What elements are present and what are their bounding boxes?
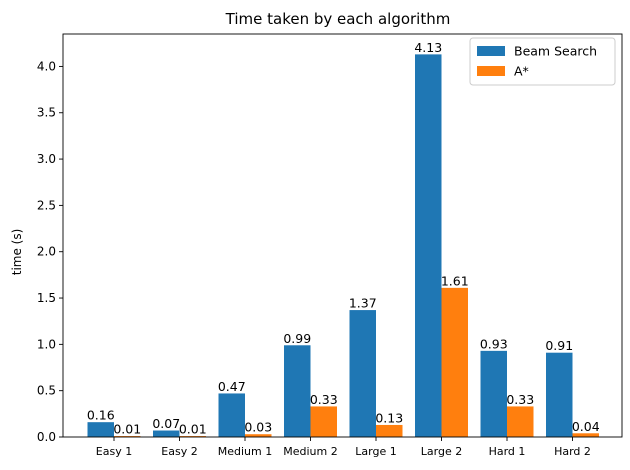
data-label: 0.33 [506,392,534,407]
bar-a--large-1 [376,424,403,437]
data-label: 0.93 [480,336,508,351]
legend-swatch [477,66,505,76]
data-label: 0.47 [218,379,246,394]
y-tick-label: 2.0 [37,245,56,259]
x-tick-label: Hard 2 [554,445,591,458]
bar-beam-search-easy-2 [153,430,180,437]
x-tick-label: Easy 2 [161,445,197,458]
bar-beam-search-large-2 [415,54,442,437]
y-tick-label: 0.0 [37,430,56,444]
bar-beam-search-hard-2 [546,352,573,437]
bar-a--hard-2 [572,433,599,437]
data-label: 0.33 [310,392,338,407]
bar-beam-search-hard-1 [480,350,507,437]
data-label: 0.91 [545,338,573,353]
plot-frame [62,33,623,438]
data-label: 1.61 [441,273,469,288]
legend-swatch [477,46,505,56]
bar-a--easy-2 [179,436,206,437]
bars-group: 0.16 0.07 0.47 0.99 1.37 4.13 0.93 0.91 0.01 0.01… [87,40,600,437]
x-tick-label: Hard 1 [489,445,526,458]
y-tick-label: 4.0 [37,59,56,73]
bar-a--easy-1 [114,436,141,437]
bar-a--hard-1 [507,406,534,437]
data-label: 0.13 [375,410,403,425]
legend: Beam Search A* [469,37,616,86]
data-label: 0.04 [572,419,600,434]
data-label: 4.13 [414,40,442,55]
legend-frame [469,37,616,86]
bar-a--large-2 [441,287,468,437]
y-tick-label: 3.0 [37,152,56,166]
y-tick-label: 1.0 [37,337,56,351]
y-axis-title: time (s) [10,229,24,276]
y-tick-label: 2.5 [37,198,56,212]
bar-beam-search-large-1 [349,310,376,437]
x-tick-label: Medium 2 [283,445,337,458]
data-label: 1.37 [349,296,377,311]
bar-a--medium-1 [245,434,272,437]
x-tick-label: Easy 1 [96,445,132,458]
legend-label: Beam Search [514,44,597,59]
axes-group: 0.0 0.5 1.0 1.5 2.0 2.5 3.0 3.5 4.0 Easy 1 Easy 2 M… [37,33,623,458]
x-tick-label: Large 1 [355,445,396,458]
y-tick-label: 0.5 [37,384,56,398]
x-tick-label: Large 2 [421,445,462,458]
bar-beam-search-medium-1 [218,393,245,437]
data-label: 0.01 [113,422,141,437]
data-label: 0.03 [244,420,272,435]
bar-a--medium-2 [310,406,337,437]
bar-beam-search-easy-1 [87,422,114,437]
bar-beam-search-medium-2 [284,345,311,437]
data-label: 0.07 [152,416,180,431]
data-label: 0.99 [283,331,311,346]
y-tick-label: 1.5 [37,291,56,305]
data-label: 0.16 [87,408,115,423]
chart-title: Time taken by each algorithm [225,10,451,28]
legend-label: A* [514,64,529,79]
data-label: 0.01 [179,422,207,437]
y-tick-label: 3.5 [37,106,56,120]
x-tick-label: Medium 1 [218,445,272,458]
